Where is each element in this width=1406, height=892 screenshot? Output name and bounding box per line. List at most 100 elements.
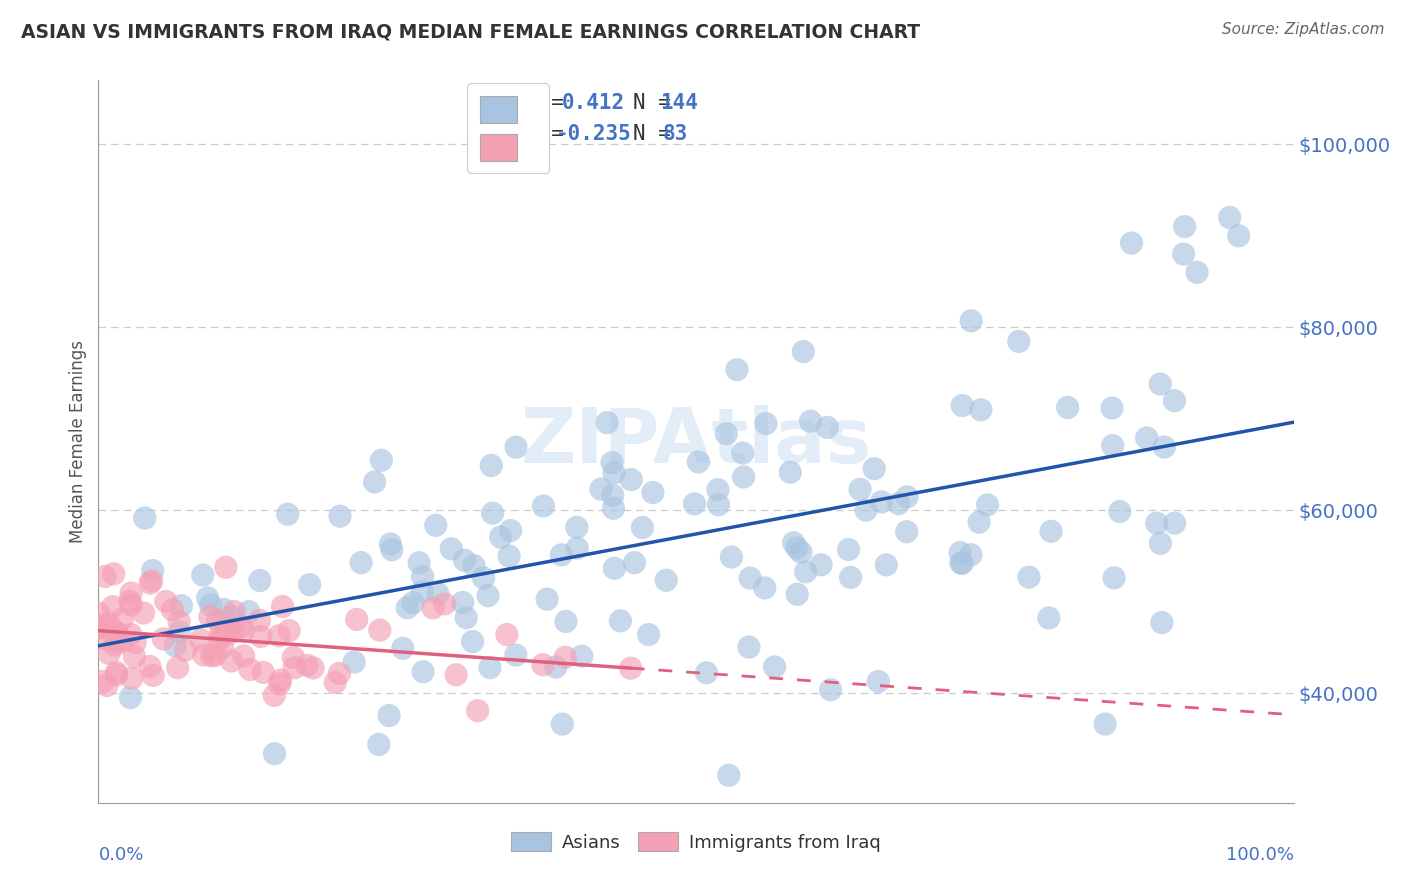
- Point: [1056, 401, 1078, 415]
- Point: [396, 600, 419, 615]
- Point: [738, 640, 761, 654]
- Point: [283, 661, 305, 675]
- Point: [463, 558, 485, 573]
- Point: [1219, 211, 1241, 225]
- Point: [368, 623, 391, 637]
- Point: [232, 624, 254, 638]
- Point: [863, 461, 886, 475]
- Point: [380, 537, 402, 551]
- Point: [600, 456, 623, 470]
- Point: [707, 483, 730, 497]
- Point: [96, 678, 118, 692]
- Point: [536, 592, 558, 607]
- Point: [174, 643, 197, 657]
- Point: [270, 673, 292, 687]
- Point: [249, 630, 271, 644]
- Point: [589, 482, 612, 496]
- Point: [960, 548, 983, 562]
- Point: [363, 475, 385, 489]
- Point: [89, 619, 111, 633]
- Point: [155, 594, 177, 608]
- Point: [896, 490, 918, 504]
- Point: [238, 605, 260, 619]
- Point: [440, 541, 463, 556]
- Point: [87, 606, 110, 620]
- Point: [461, 634, 484, 648]
- Point: [1121, 236, 1143, 251]
- Point: [193, 648, 215, 662]
- Point: [498, 549, 520, 563]
- Point: [554, 650, 576, 665]
- Point: [1185, 265, 1208, 279]
- Point: [142, 668, 165, 682]
- Point: [221, 610, 243, 624]
- Point: [209, 625, 232, 640]
- Point: [620, 661, 643, 675]
- Point: [1149, 377, 1171, 392]
- Point: [609, 614, 631, 628]
- Point: [1163, 516, 1185, 530]
- Point: [740, 571, 762, 585]
- Point: [1101, 439, 1123, 453]
- Point: [1149, 536, 1171, 550]
- Point: [87, 621, 110, 635]
- Point: [688, 455, 710, 469]
- Point: [683, 497, 706, 511]
- Point: [716, 426, 738, 441]
- Point: [271, 599, 294, 614]
- Point: [603, 466, 626, 480]
- Point: [451, 595, 474, 609]
- Text: R =: R =: [526, 124, 564, 144]
- Point: [323, 675, 346, 690]
- Point: [105, 667, 128, 681]
- Point: [214, 628, 236, 642]
- Point: [433, 597, 456, 611]
- Point: [249, 614, 271, 628]
- Point: [1136, 431, 1159, 445]
- Point: [641, 485, 664, 500]
- Point: [976, 498, 998, 512]
- Text: -0.235: -0.235: [557, 124, 631, 144]
- Point: [152, 632, 174, 646]
- Point: [478, 660, 501, 674]
- Point: [222, 624, 245, 639]
- Point: [426, 586, 449, 600]
- Point: [868, 674, 890, 689]
- Point: [121, 671, 143, 685]
- Point: [381, 542, 404, 557]
- Point: [620, 473, 643, 487]
- Point: [967, 515, 990, 529]
- Point: [637, 627, 659, 641]
- Point: [786, 541, 808, 555]
- Point: [120, 598, 142, 612]
- Text: ZIPAtlas: ZIPAtlas: [520, 405, 872, 478]
- Point: [950, 557, 973, 571]
- Point: [267, 629, 290, 643]
- Text: ASIAN VS IMMIGRANTS FROM IRAQ MEDIAN FEMALE EARNINGS CORRELATION CHART: ASIAN VS IMMIGRANTS FROM IRAQ MEDIAN FEM…: [21, 22, 920, 41]
- Point: [91, 674, 114, 689]
- Point: [412, 570, 434, 584]
- Point: [118, 594, 141, 608]
- Point: [105, 625, 128, 640]
- Point: [1150, 615, 1173, 630]
- Point: [402, 596, 425, 610]
- Point: [655, 574, 678, 588]
- Point: [496, 627, 519, 641]
- Point: [139, 659, 162, 673]
- Point: [197, 591, 219, 605]
- Point: [200, 648, 222, 663]
- Point: [162, 603, 184, 617]
- Point: [412, 665, 434, 679]
- Point: [763, 660, 786, 674]
- Point: [224, 605, 246, 619]
- Point: [132, 606, 155, 620]
- Point: [120, 586, 142, 600]
- Point: [232, 648, 254, 663]
- Point: [124, 649, 146, 664]
- Point: [343, 655, 366, 669]
- Point: [283, 650, 305, 665]
- Point: [875, 558, 897, 572]
- Point: [839, 570, 862, 584]
- Point: [631, 520, 654, 534]
- Point: [252, 665, 274, 680]
